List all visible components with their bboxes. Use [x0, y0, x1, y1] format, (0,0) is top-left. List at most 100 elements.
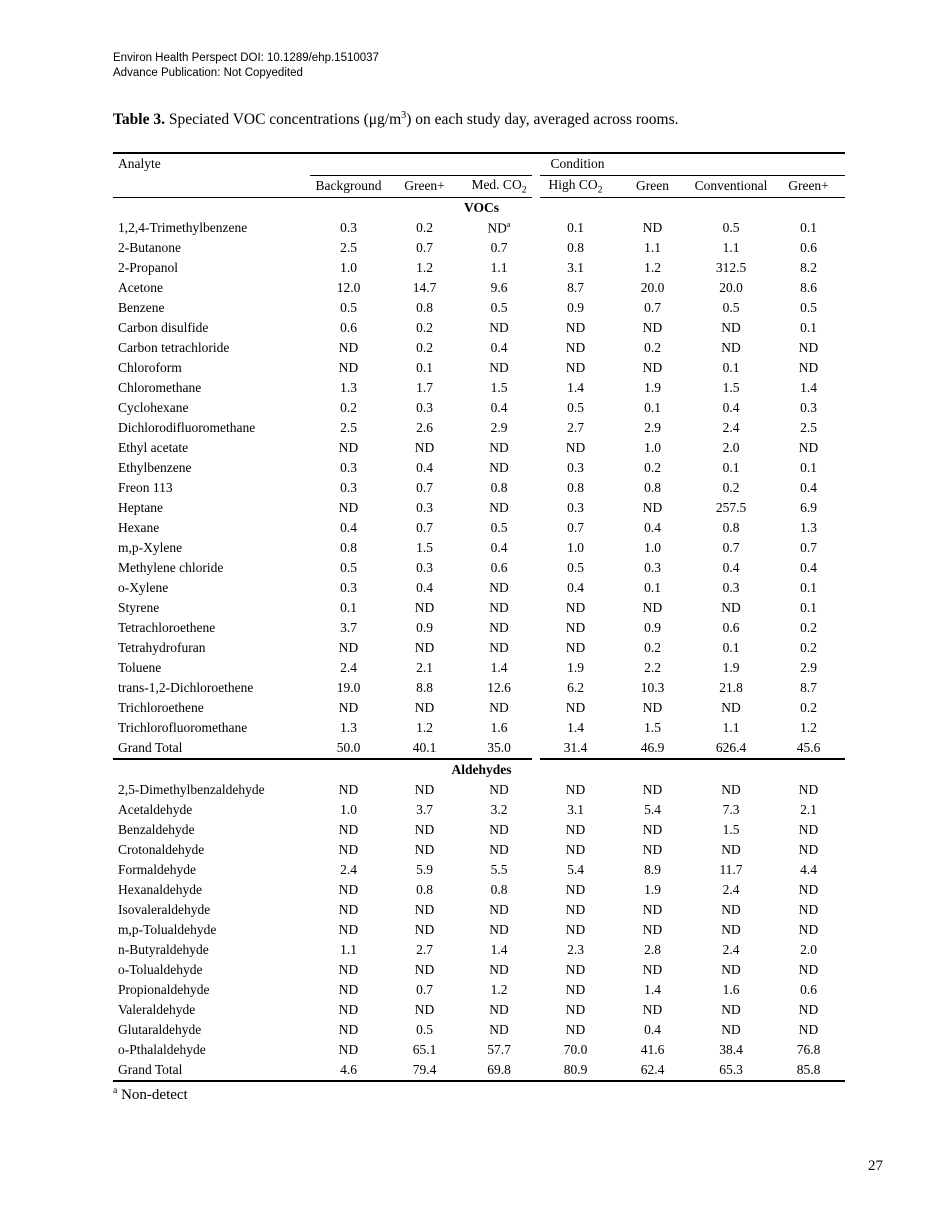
value-cell: ND: [798, 340, 819, 355]
value-cell: 0.7: [490, 240, 508, 255]
value-cell: 0.4: [722, 560, 740, 575]
value-cell: 0.3: [340, 460, 357, 475]
value-cell: 65.1: [412, 1041, 437, 1057]
table-row: o-Xylene 0.3 0.4 ND 0.4 0.1 0.3 0.1: [113, 578, 845, 598]
value-cell: ND: [565, 981, 586, 997]
analyte-cell: Dichlorodifluoromethane: [118, 420, 256, 435]
value-cell: ND: [338, 981, 359, 997]
value-cell: 0.2: [416, 340, 433, 355]
value-cell: 0.1: [722, 460, 740, 475]
analyte-cell: Acetone: [118, 280, 163, 295]
value-cell: ND: [798, 1021, 819, 1037]
value-cell: 0.2: [340, 400, 357, 415]
value-cell: ND: [565, 841, 586, 857]
value-cell: 0.5: [490, 300, 508, 315]
value-cell: 38.4: [719, 1041, 743, 1057]
value-cell: 0.7: [416, 480, 433, 495]
value-cell: ND: [489, 500, 509, 515]
value-cell: 1.0: [644, 540, 661, 555]
value-cell: 0.9: [644, 620, 661, 635]
value-cell: ND: [565, 1001, 586, 1017]
value-cell: ND: [565, 821, 586, 837]
column-header: Green: [636, 178, 669, 193]
value-cell: 0.2: [416, 320, 433, 335]
table-row: Formaldehyde 2.4 5.9 5.5 5.4 8.9 11.7 4.4: [113, 860, 845, 880]
analyte-cell: Chloroform: [118, 360, 182, 375]
value-cell: ND: [338, 1041, 359, 1057]
analyte-cell: Tetrahydrofuran: [118, 640, 206, 655]
value-cell: NDa: [487, 219, 511, 236]
value-cell: 0.7: [644, 300, 661, 315]
table-row: Trichloroethene ND ND ND ND ND ND 0.2: [113, 698, 845, 718]
table-row: Hexane 0.4 0.7 0.5 0.7 0.4 0.8 1.3: [113, 518, 845, 538]
value-cell: 1.0: [340, 801, 357, 817]
value-cell: 3.7: [416, 801, 433, 817]
value-cell: ND: [338, 881, 359, 897]
analyte-cell: Propionaldehyde: [118, 981, 210, 997]
analyte-cell: o-Tolualdehyde: [118, 961, 203, 977]
publication-status-line: Advance Publication: Not Copyedited: [113, 67, 303, 79]
value-cell: 1.5: [722, 821, 740, 837]
value-cell: 65.3: [719, 1061, 743, 1077]
value-cell: 0.5: [567, 400, 584, 415]
value-cell: ND: [414, 700, 435, 715]
table-row: m,p-Xylene 0.8 1.5 0.4 1.0 1.0 0.7 0.7: [113, 538, 845, 558]
value-cell: 1.1: [722, 720, 740, 735]
value-cell: ND: [721, 961, 741, 977]
section-name: VOCs: [464, 200, 499, 215]
value-cell: ND: [489, 841, 509, 857]
column-header: Background: [315, 178, 382, 193]
value-cell: ND: [642, 700, 663, 715]
value-cell: 0.5: [722, 300, 740, 315]
value-cell: ND: [414, 901, 435, 917]
section-divider-rule: [113, 758, 845, 760]
table-row: Dichlorodifluoromethane 2.5 2.6 2.9 2.7 2.9 2.…: [113, 418, 845, 438]
value-cell: 2.0: [800, 941, 817, 957]
value-cell: 2.2: [644, 660, 661, 675]
table-row: Tetrachloroethene 3.7 0.9 ND ND 0.9 0.6 0.2: [113, 618, 845, 638]
table-bottom-rule: [113, 1079, 845, 1082]
value-cell: 8.8: [416, 680, 433, 695]
value-cell: 0.7: [416, 520, 433, 535]
table-row: Hexanaldehyde ND 0.8 0.8 ND 1.9 2.4 ND: [113, 880, 845, 900]
value-cell: ND: [565, 440, 586, 455]
value-cell: 2.5: [340, 420, 357, 435]
value-cell: 31.4: [563, 740, 588, 755]
value-cell: ND: [565, 921, 586, 937]
value-cell: ND: [414, 961, 435, 977]
analyte-cell: 2-Propanol: [118, 260, 178, 275]
value-cell: 1.0: [567, 540, 584, 555]
value-cell: 5.5: [490, 861, 508, 877]
value-cell: ND: [489, 580, 509, 595]
value-cell: ND: [489, 320, 509, 335]
value-cell: 0.2: [722, 480, 740, 495]
value-cell: 0.2: [644, 640, 661, 655]
analyte-cell: Heptane: [118, 500, 163, 515]
value-cell: 2.4: [722, 881, 740, 897]
value-cell: 1.1: [490, 260, 508, 275]
value-cell: 62.4: [640, 1061, 665, 1077]
value-cell: 8.2: [800, 260, 817, 275]
value-cell: 0.3: [567, 500, 584, 515]
value-cell: 0.8: [340, 540, 357, 555]
value-cell: ND: [721, 320, 741, 335]
value-cell: ND: [721, 781, 741, 797]
value-cell: 0.4: [644, 1021, 661, 1037]
value-cell: ND: [565, 700, 586, 715]
value-cell: ND: [489, 640, 509, 655]
header-bottom-rule: [113, 196, 845, 198]
analyte-cell: Grand Total: [118, 740, 183, 755]
value-cell: 5.4: [567, 861, 584, 877]
value-cell: ND: [489, 1021, 509, 1037]
analyte-cell: Formaldehyde: [118, 861, 196, 877]
value-cell: ND: [489, 360, 509, 375]
analyte-cell: 2,5-Dimethylbenzaldehyde: [118, 781, 265, 797]
value-cell: 0.1: [800, 220, 817, 235]
table-caption-superscript: 3: [401, 110, 407, 121]
value-cell: 0.8: [722, 520, 740, 535]
value-cell: ND: [565, 961, 586, 977]
footnote-marker: a: [113, 1085, 118, 1096]
value-cell: ND: [338, 921, 359, 937]
table-row: Valeraldehyde ND ND ND ND ND ND ND: [113, 1000, 845, 1020]
